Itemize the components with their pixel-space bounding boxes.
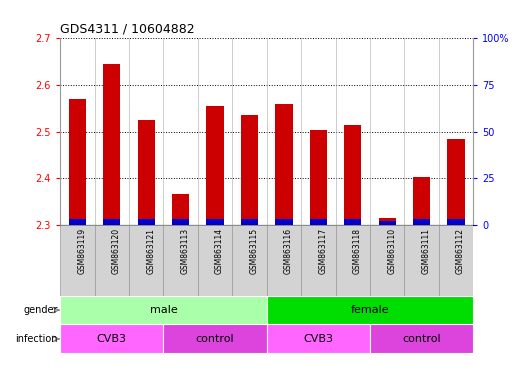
Bar [103, 64, 120, 225]
Bar [60, 296, 267, 324]
Text: GSM863113: GSM863113 [180, 228, 190, 274]
Bar [232, 225, 267, 296]
Bar [370, 225, 404, 296]
Text: GSM863115: GSM863115 [249, 228, 258, 274]
Bar [69, 99, 86, 225]
Bar [129, 225, 163, 296]
Bar [310, 219, 327, 225]
Bar [241, 219, 258, 225]
Bar [336, 225, 370, 296]
Bar [163, 324, 267, 353]
Bar [172, 194, 189, 225]
Bar [379, 221, 396, 225]
Bar [138, 219, 155, 225]
Bar [413, 219, 430, 225]
Bar [69, 219, 86, 225]
Bar [404, 225, 439, 296]
Text: GDS4311 / 10604882: GDS4311 / 10604882 [60, 23, 195, 36]
Bar [267, 324, 370, 353]
Bar [448, 139, 465, 225]
Bar [448, 219, 465, 225]
Bar [413, 177, 430, 225]
Bar [138, 120, 155, 225]
Bar [275, 219, 292, 225]
Bar [267, 225, 301, 296]
Bar [198, 225, 232, 296]
Bar [207, 219, 224, 225]
Text: control: control [196, 334, 234, 344]
Text: gender: gender [23, 305, 58, 315]
Bar [103, 219, 120, 225]
Bar [370, 324, 473, 353]
Text: CVB3: CVB3 [303, 334, 333, 344]
Text: GSM863110: GSM863110 [387, 228, 396, 274]
Bar [207, 106, 224, 225]
Text: GSM863111: GSM863111 [422, 228, 430, 274]
Text: GSM863118: GSM863118 [353, 228, 362, 274]
Bar [267, 296, 473, 324]
Bar [60, 324, 163, 353]
Text: CVB3: CVB3 [97, 334, 127, 344]
Bar [344, 219, 361, 225]
Bar [172, 219, 189, 225]
Bar [379, 218, 396, 225]
Bar [275, 104, 292, 225]
Bar [310, 130, 327, 225]
Bar [163, 225, 198, 296]
Text: GSM863121: GSM863121 [146, 228, 155, 274]
Text: GSM863120: GSM863120 [112, 228, 121, 274]
Text: GSM863117: GSM863117 [319, 228, 327, 274]
Text: GSM863116: GSM863116 [284, 228, 293, 274]
Text: GSM863119: GSM863119 [77, 228, 86, 274]
Bar [95, 225, 129, 296]
Text: GSM863114: GSM863114 [215, 228, 224, 274]
Bar [344, 126, 361, 225]
Bar [60, 225, 95, 296]
Bar [439, 225, 473, 296]
Bar [301, 225, 336, 296]
Text: female: female [351, 305, 389, 315]
Text: control: control [402, 334, 441, 344]
Text: male: male [150, 305, 177, 315]
Bar [241, 115, 258, 225]
Text: infection: infection [15, 334, 58, 344]
Text: GSM863112: GSM863112 [456, 228, 465, 274]
